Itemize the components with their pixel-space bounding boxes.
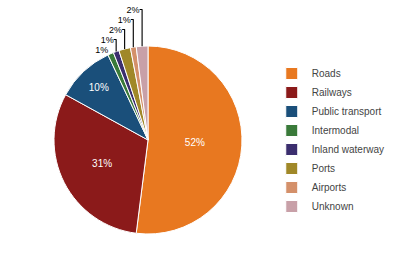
svg-text:1%: 1% bbox=[95, 45, 108, 55]
svg-text:10%: 10% bbox=[89, 82, 109, 93]
svg-text:1%: 1% bbox=[101, 35, 114, 45]
svg-text:Roads: Roads bbox=[312, 68, 341, 79]
svg-text:Inland waterway: Inland waterway bbox=[312, 144, 384, 155]
svg-text:Intermodal: Intermodal bbox=[312, 125, 359, 136]
svg-text:Ports: Ports bbox=[312, 163, 335, 174]
svg-text:Public transport: Public transport bbox=[312, 106, 382, 117]
svg-text:Unknown: Unknown bbox=[312, 201, 354, 212]
svg-text:31%: 31% bbox=[92, 158, 112, 169]
svg-text:Airports: Airports bbox=[312, 182, 346, 193]
svg-text:1%: 1% bbox=[118, 15, 131, 25]
svg-text:52%: 52% bbox=[185, 137, 205, 148]
svg-text:Railways: Railways bbox=[312, 87, 352, 98]
svg-text:2%: 2% bbox=[127, 5, 140, 15]
svg-text:2%: 2% bbox=[109, 25, 122, 35]
